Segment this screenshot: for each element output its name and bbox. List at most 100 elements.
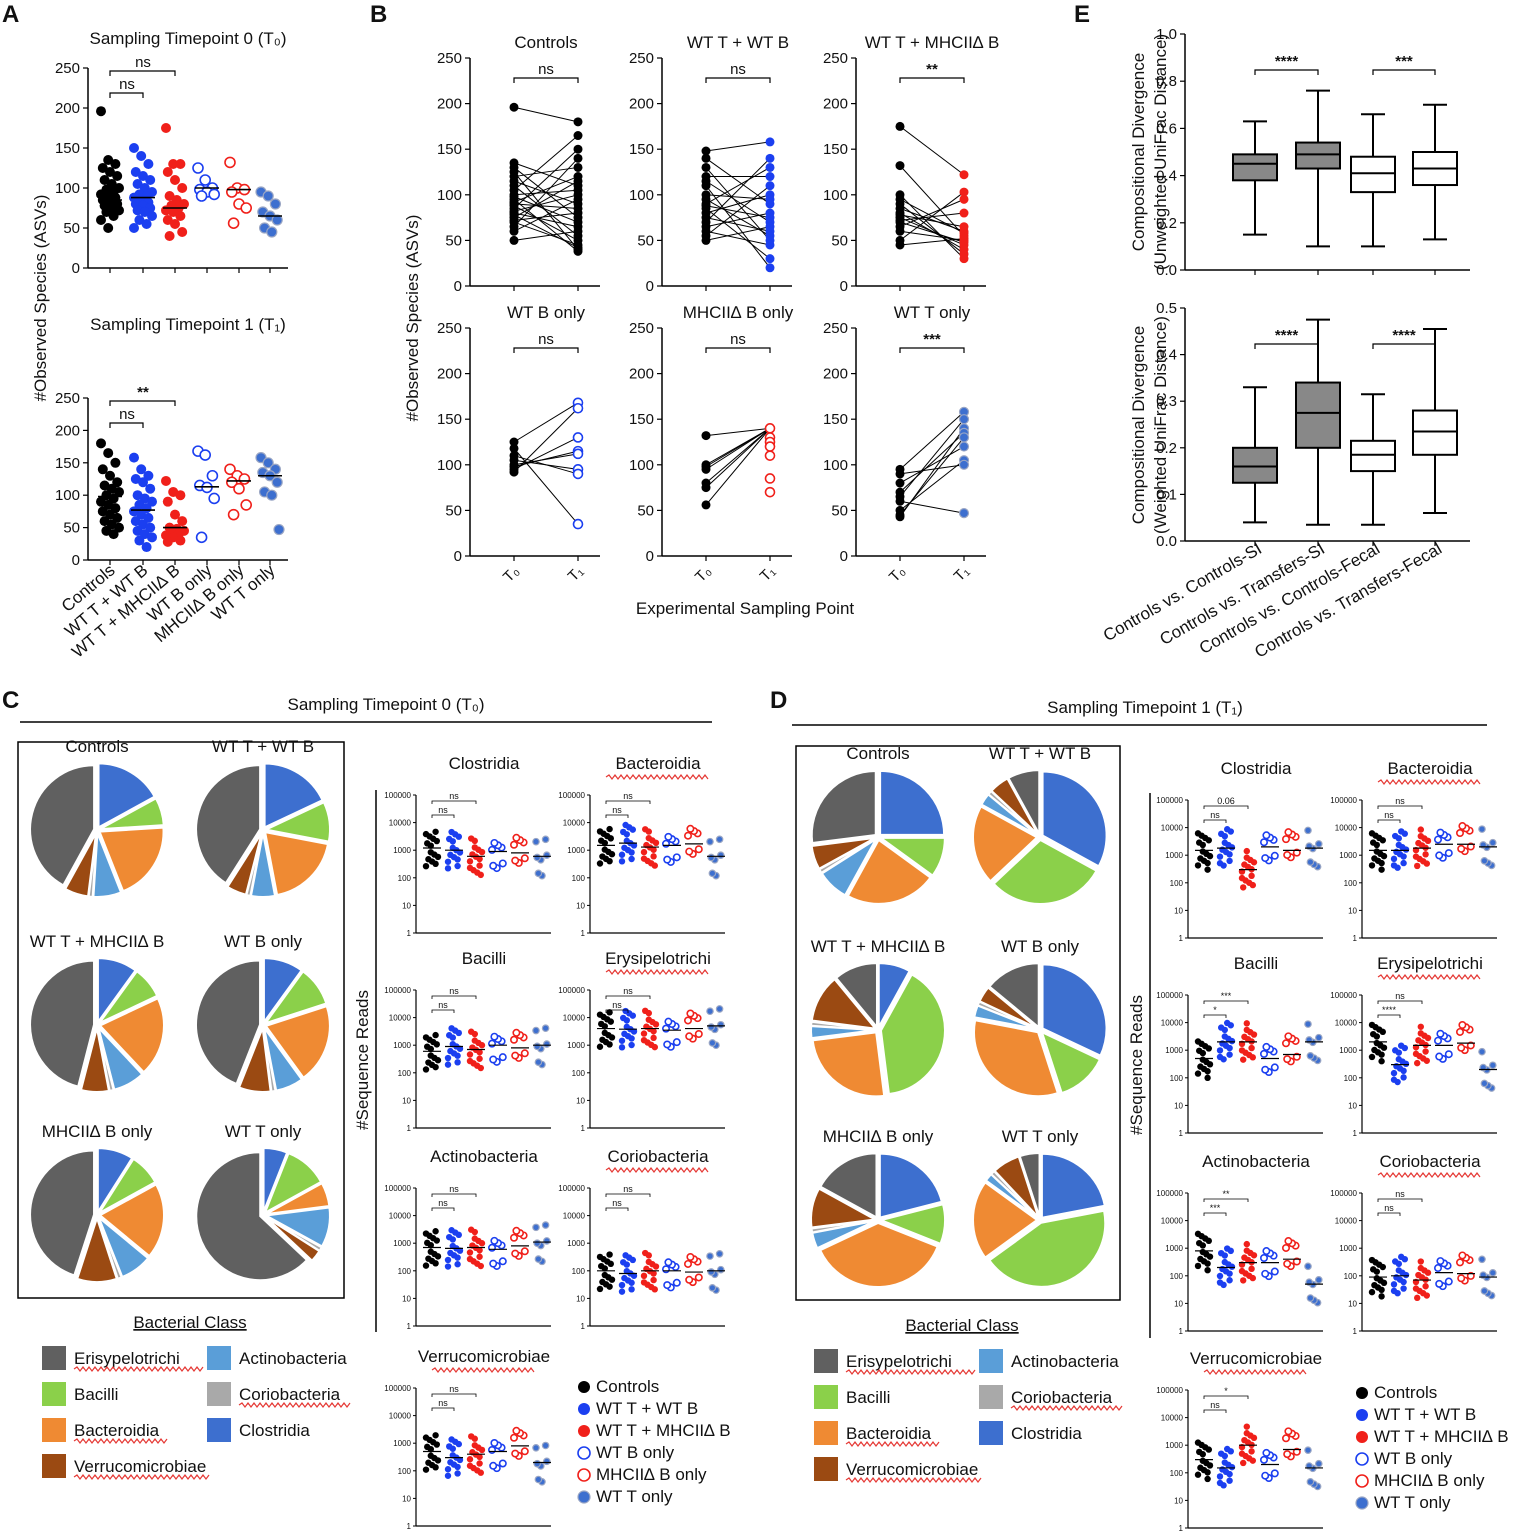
dot-point (1371, 1046, 1378, 1054)
dot-ytick-label: 10 (576, 901, 585, 910)
dot-sig-bracket (1377, 1198, 1423, 1202)
dot-point (1417, 1258, 1425, 1265)
panel-b-pair-line (705, 167, 771, 205)
panel-a-point (129, 452, 139, 463)
bacterial-class-legend-c: Bacterial Class Erisypelotrichi Actinobact… (42, 1313, 351, 1480)
panel-a-point (105, 470, 115, 481)
dot-point (620, 1259, 627, 1266)
dot-point (683, 1016, 692, 1025)
dot-ytick-label: 10000 (389, 819, 412, 828)
dot-point (446, 1032, 453, 1039)
panel-b-point-t1 (764, 450, 776, 461)
dot-ytick-label: 100000 (1156, 1386, 1183, 1395)
dot-point (1226, 1051, 1233, 1058)
panel-b-ytick-label: 50 (445, 232, 462, 249)
dot-point (1371, 855, 1378, 862)
dot-point (1204, 1475, 1211, 1483)
dot-point (1240, 1459, 1247, 1467)
pie-slice (810, 1020, 876, 1031)
dot-point (511, 1449, 520, 1458)
dot-point (1196, 1239, 1203, 1247)
pie-label: WT B only (1001, 937, 1080, 956)
dot-ytick-label: 10 (1174, 1299, 1183, 1308)
dot-point (466, 1057, 474, 1065)
dot-sig-bracket (605, 814, 629, 818)
panel-e-ytick-label: 0.1 (1156, 486, 1177, 503)
dot-ytick-label: 1000 (393, 846, 411, 855)
group-legend-label: WT T + WT B (596, 1399, 698, 1418)
legend-squiggle (73, 1474, 210, 1480)
panel-a-ytick-label: 200 (55, 100, 80, 117)
dot-point (1282, 1243, 1291, 1252)
panel-b-pair-line (705, 427, 771, 437)
dot-ytick-label: 10000 (563, 1014, 586, 1023)
dot-ytick-label: 10000 (563, 819, 586, 828)
dot-point (1216, 853, 1224, 860)
panel-b-point-t1 (765, 153, 775, 163)
panel-a-sig-bracket (109, 422, 144, 428)
panel-e-ytick-label: 0.3 (1156, 393, 1177, 410)
panel-a-point (145, 175, 156, 185)
pie-slice (978, 986, 1039, 1030)
panel-a-point (175, 211, 186, 221)
dot-ytick-label: 10 (402, 1494, 411, 1503)
dot-point (489, 1259, 498, 1268)
dot-point (1417, 1030, 1425, 1037)
panel-b-point-t0 (701, 153, 711, 163)
panel-a-point (177, 227, 188, 237)
dot-point (432, 1031, 439, 1039)
dot-point (1315, 1033, 1323, 1042)
dot-ytick-label: 1 (1353, 934, 1358, 943)
panel-a-point (192, 162, 204, 174)
panel-b-point-t1 (572, 402, 584, 414)
group-legend-marker (1356, 1409, 1368, 1421)
panel-a-point (226, 476, 238, 489)
dot-point (1458, 822, 1467, 831)
dot-point (1395, 841, 1403, 849)
panel-b-point-t1 (572, 518, 584, 530)
dot-point (663, 1040, 672, 1049)
dot-point (489, 861, 498, 870)
dot-point (487, 1039, 496, 1048)
panel-b-xtick-label: T₁ (757, 563, 779, 585)
dot-point (1216, 1473, 1224, 1480)
dot-point (1306, 1052, 1315, 1060)
panel-a-point (143, 159, 154, 169)
dot-ytick-label: 100 (1170, 879, 1184, 888)
dot-sig-bracket (431, 814, 455, 818)
dot-point (601, 1271, 608, 1279)
panel-b-pair-line (513, 148, 579, 209)
panel-b-subplot-title: WT T + MHCII∆ B (865, 33, 1000, 52)
dot-point (640, 855, 648, 862)
panel-b-ytick-label: 150 (823, 411, 848, 428)
dot-ytick-label: 100000 (558, 1184, 585, 1193)
dot-point (448, 1227, 455, 1234)
dot-point (1400, 1074, 1407, 1081)
dot-point (1434, 1036, 1443, 1045)
dot-point (1260, 838, 1269, 847)
dot-ytick-label: 1 (1353, 1129, 1358, 1138)
dot-ytick-label: 1000 (393, 1041, 411, 1050)
dot-point (1199, 1457, 1207, 1464)
dot-point (1489, 1269, 1497, 1277)
dot-point (706, 1252, 714, 1260)
panel-a-point (136, 464, 147, 475)
dot-point (1417, 1023, 1425, 1030)
panel-b-pair-line (705, 212, 771, 228)
pie-slice (265, 1181, 331, 1216)
panel-b-point-t1 (573, 243, 583, 253)
dot-ytick-label: 1 (581, 1124, 586, 1133)
panel-b-pair-line (705, 198, 771, 237)
panel-a-point (224, 156, 236, 169)
dot-point (1368, 862, 1376, 869)
panel-b-point-t0 (701, 483, 711, 493)
dot-point (1480, 1079, 1489, 1088)
panel-d-header: Sampling Timepoint 1 (T₁) (1047, 698, 1243, 717)
dot-point (1370, 839, 1377, 846)
dot-point (454, 1261, 461, 1268)
panel-b-point-t1 (764, 473, 776, 484)
dot-point (1390, 1281, 1398, 1288)
legend-title: Bacterial Class (133, 1313, 246, 1332)
